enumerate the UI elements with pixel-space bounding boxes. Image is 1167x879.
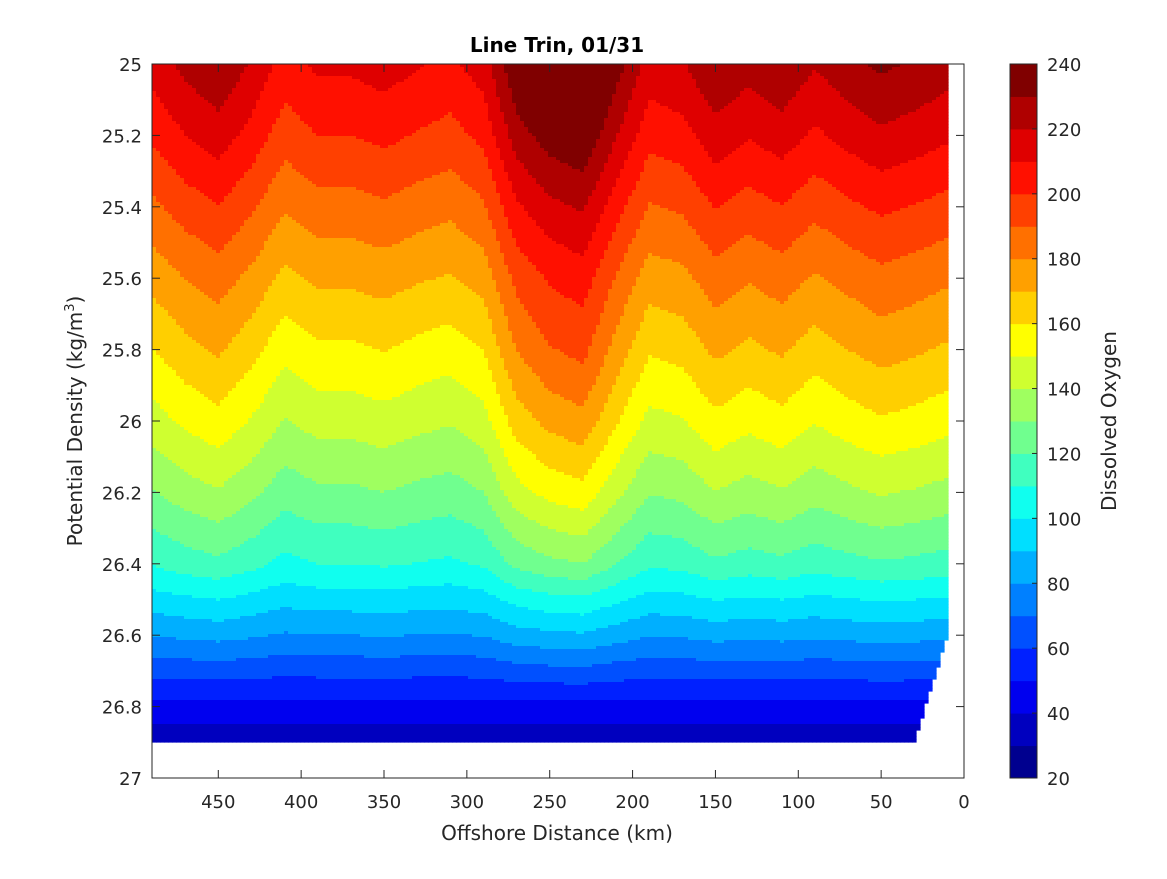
contour-cell: [172, 739, 177, 743]
contour-cell: [152, 739, 157, 743]
contour-fill-layer: [152, 64, 949, 743]
contour-cell: [164, 739, 169, 743]
contour-cell: [184, 739, 189, 743]
contour-cell: [160, 739, 165, 743]
contour-cell: [156, 739, 161, 743]
contour-cell: [176, 739, 181, 743]
plot-area: [152, 64, 964, 778]
contour-cell: [180, 739, 185, 743]
contour-cell: [168, 739, 173, 743]
chart-title: Line Trin, 01/31: [470, 33, 644, 57]
